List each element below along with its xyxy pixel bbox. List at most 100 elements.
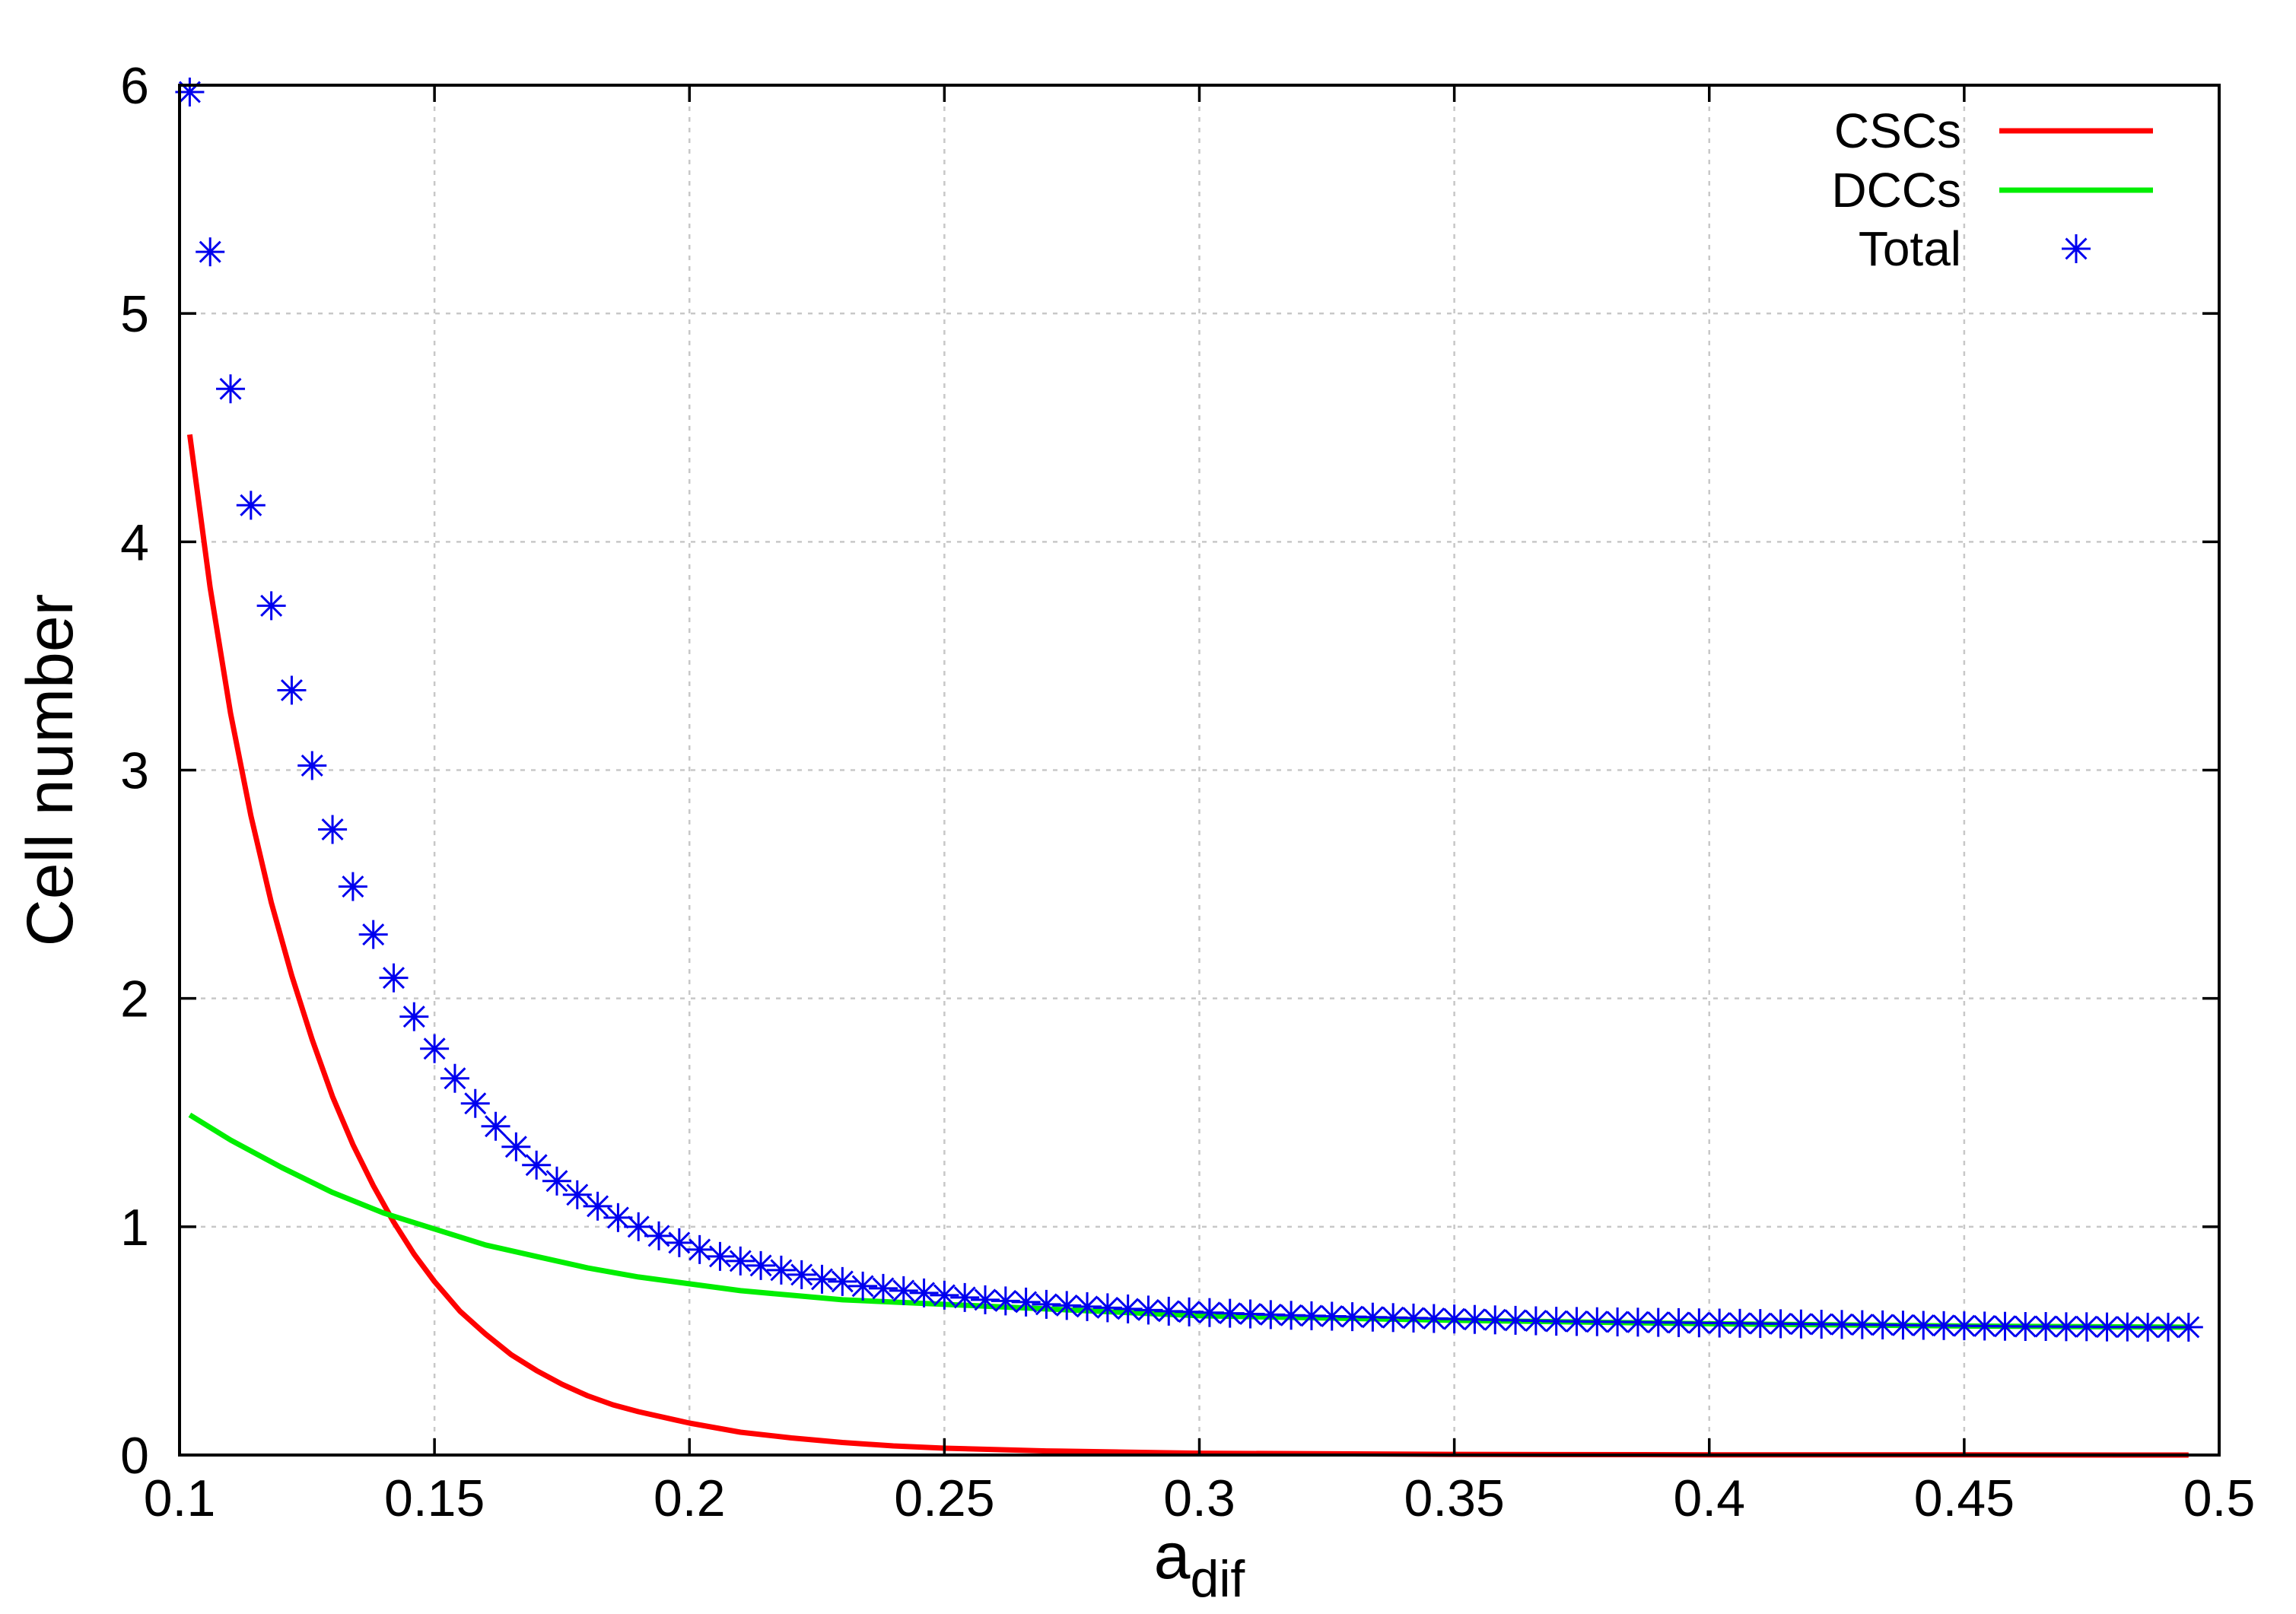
data-point-total	[318, 815, 348, 844]
legend-item-total: Total	[1859, 221, 2091, 276]
y-tick-label: 6	[120, 57, 149, 115]
data-point-total	[562, 1180, 592, 1209]
x-axis-title-subscript: dif	[1191, 1550, 1245, 1608]
x-tick-label: 0.25	[894, 1469, 994, 1527]
data-point-total	[685, 1234, 714, 1264]
ticks	[178, 84, 2221, 1457]
y-axis-title: Cell number	[14, 594, 87, 947]
data-point-total	[338, 872, 367, 901]
data-point-total	[1970, 1311, 1999, 1341]
data-point-total	[1501, 1305, 1531, 1335]
data-point-total	[522, 1150, 552, 1180]
data-point-total	[1725, 1308, 1754, 1338]
data-point-total	[766, 1255, 796, 1285]
x-tick-label: 0.1	[144, 1469, 216, 1527]
data-point-total	[399, 1002, 429, 1031]
data-point-total	[807, 1264, 837, 1294]
x-tick-label: 0.3	[1163, 1469, 1235, 1527]
x-axis-title-main: a	[1154, 1520, 1191, 1593]
data-point-total	[1073, 1292, 1102, 1321]
data-point-total	[970, 1285, 1000, 1314]
data-point-total	[1113, 1294, 1143, 1323]
data-point-total	[358, 920, 388, 949]
data-point-total	[909, 1278, 939, 1307]
data-point-total	[1684, 1308, 1714, 1338]
data-point-total	[705, 1241, 735, 1271]
legend-label-dccs: DCCs	[1831, 163, 1961, 218]
y-tick-label: 4	[120, 513, 149, 571]
data-point-total	[379, 963, 409, 993]
legend-item-dccs: DCCs	[1831, 163, 2153, 218]
data-point-total	[828, 1266, 857, 1296]
data-point-total	[991, 1286, 1020, 1316]
data-point-total	[787, 1260, 816, 1289]
x-tick-label: 0.35	[1404, 1469, 1504, 1527]
data-point-total	[1277, 1301, 1306, 1330]
y-tick-label: 0	[120, 1427, 149, 1485]
data-point-total	[542, 1166, 571, 1196]
legend-swatch-total	[2062, 234, 2091, 263]
data-point-total	[440, 1063, 469, 1093]
data-point-total	[2072, 1312, 2101, 1342]
data-point-total	[746, 1250, 776, 1280]
data-point-total	[1092, 1293, 1122, 1323]
data-point-total	[481, 1111, 510, 1141]
data-point-total	[1032, 1289, 1061, 1319]
data-point-total	[277, 675, 307, 705]
data-point-total	[1052, 1291, 1082, 1320]
y-tick-label: 2	[120, 971, 149, 1028]
data-point-total	[216, 374, 246, 404]
series-line-dccs	[188, 1112, 2189, 1330]
data-point-total	[297, 751, 327, 780]
data-point-total	[2092, 1312, 2122, 1342]
data-point-total	[644, 1221, 674, 1250]
series-line-cscs	[186, 434, 2189, 1458]
legend-label-total: Total	[1859, 221, 1961, 276]
series-layer	[175, 78, 2203, 1458]
data-point-total	[1439, 1304, 1469, 1334]
series-points-total	[175, 78, 2203, 1342]
data-point-total	[236, 491, 266, 520]
data-point-total	[1134, 1295, 1163, 1325]
grid	[180, 85, 2219, 1455]
data-point-total	[256, 591, 286, 621]
y-tick-label: 3	[120, 742, 149, 800]
legend-item-cscs: CSCs	[1834, 103, 2153, 158]
x-tick-label: 0.4	[1673, 1469, 1745, 1527]
data-point-total	[868, 1273, 898, 1303]
data-point-total	[664, 1228, 694, 1257]
data-point-total	[624, 1212, 654, 1241]
data-point-total	[1827, 1310, 1857, 1339]
data-point-total	[460, 1088, 490, 1118]
data-point-total	[1296, 1301, 1326, 1330]
x-tick-label: 0.2	[654, 1469, 726, 1527]
y-tick-label: 1	[120, 1199, 149, 1257]
legend-label-cscs: CSCs	[1834, 103, 1961, 158]
data-point-total	[583, 1191, 612, 1221]
data-point-total	[1194, 1298, 1224, 1327]
data-point-total	[1929, 1311, 1959, 1340]
data-point-total	[603, 1203, 633, 1232]
data-point-total	[950, 1282, 980, 1312]
data-point-total	[501, 1132, 531, 1161]
data-point-total	[930, 1280, 959, 1310]
x-tick-label: 0.15	[384, 1469, 485, 1527]
data-point-total	[1358, 1302, 1388, 1332]
data-point-total	[420, 1034, 450, 1063]
data-point-total	[726, 1246, 755, 1276]
tick-labels: 0.1 0.15 0.2 0.25 0.3 0.35 0.4 0.45 0.5 0 1 2 3 4 5 6	[120, 57, 2255, 1527]
data-point-total	[889, 1276, 918, 1305]
data-point-total	[2174, 1312, 2203, 1342]
data-point-total	[1990, 1311, 2020, 1341]
data-point-total	[1337, 1302, 1367, 1332]
x-tick-label: 0.45	[1914, 1469, 2015, 1527]
x-axis-title: adif	[1154, 1520, 1245, 1608]
data-point-total	[1011, 1287, 1041, 1317]
data-point-total	[2011, 1312, 2040, 1342]
data-point-total	[848, 1271, 878, 1301]
x-tick-label: 0.5	[2183, 1469, 2256, 1527]
y-tick-label: 5	[120, 285, 149, 343]
